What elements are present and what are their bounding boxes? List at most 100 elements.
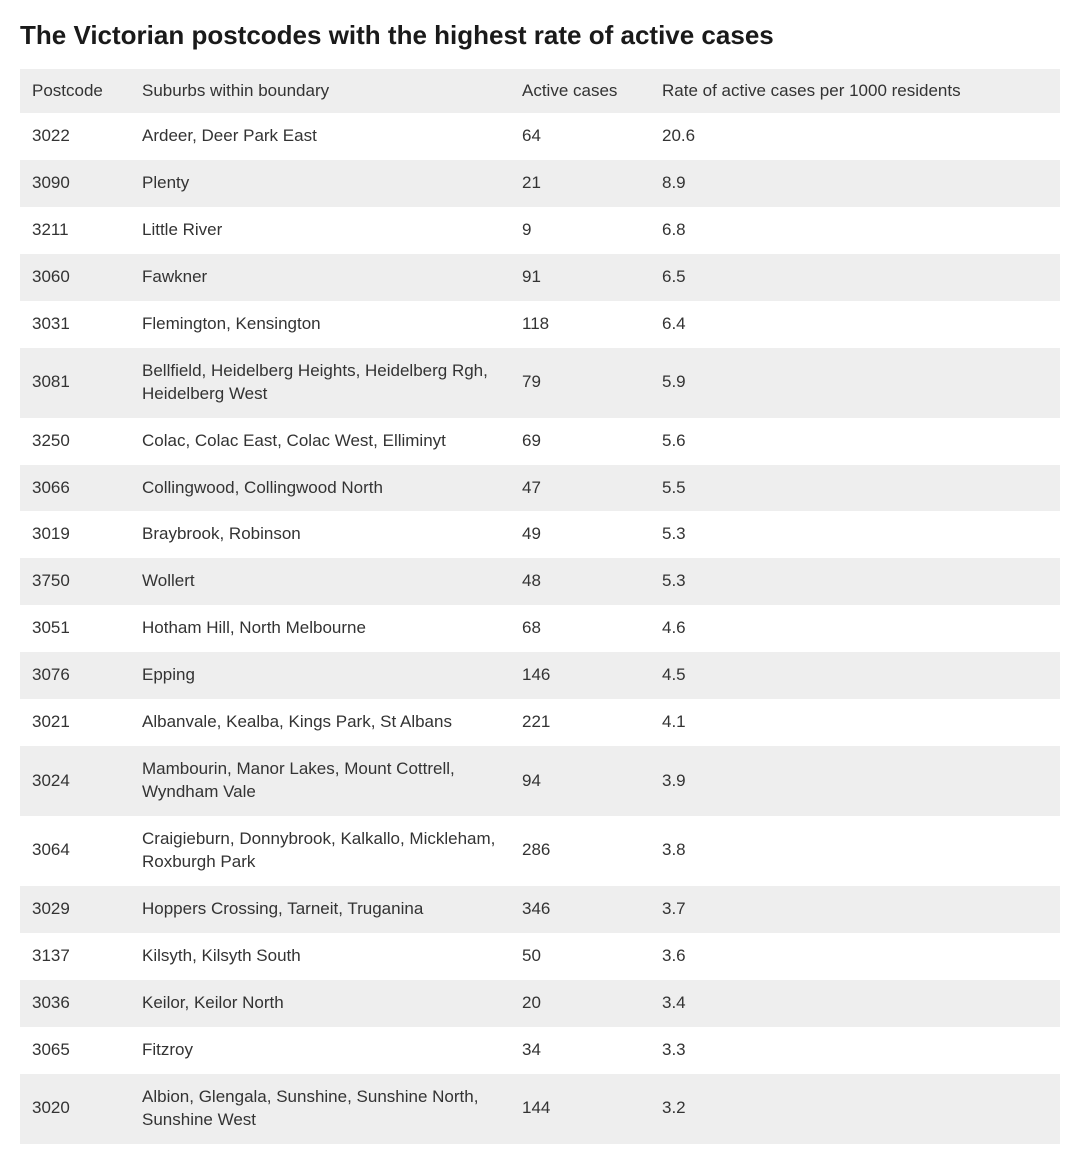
table-cell: Fitzroy — [130, 1027, 510, 1074]
table-row: 3090Plenty218.9 — [20, 160, 1060, 207]
col-postcode: Postcode — [20, 69, 130, 113]
table-cell: 6.4 — [650, 301, 1060, 348]
table-cell: 3.2 — [650, 1074, 1060, 1144]
table-cell: 3060 — [20, 254, 130, 301]
table-row: 3081Bellfield, Heidelberg Heights, Heide… — [20, 348, 1060, 418]
table-cell: 6.5 — [650, 254, 1060, 301]
table-row: 3031Flemington, Kensington1186.4 — [20, 301, 1060, 348]
table-cell: 286 — [510, 816, 650, 886]
table-cell: Little River — [130, 207, 510, 254]
table-cell: Kilsyth, Kilsyth South — [130, 933, 510, 980]
table-cell: 3036 — [20, 980, 130, 1027]
table-cell: 3066 — [20, 465, 130, 512]
table-cell: 3022 — [20, 113, 130, 160]
table-cell: 5.9 — [650, 348, 1060, 418]
table-cell: 4.1 — [650, 699, 1060, 746]
table-cell: Collingwood, Collingwood North — [130, 465, 510, 512]
table-cell: 3051 — [20, 605, 130, 652]
table-cell: 3065 — [20, 1027, 130, 1074]
table-cell: 6.8 — [650, 207, 1060, 254]
table-cell: Keilor, Keilor North — [130, 980, 510, 1027]
table-row: 3024Mambourin, Manor Lakes, Mount Cottre… — [20, 746, 1060, 816]
table-cell: 5.3 — [650, 558, 1060, 605]
table-cell: 3.7 — [650, 886, 1060, 933]
table-cell: 8.9 — [650, 160, 1060, 207]
table-cell: 94 — [510, 746, 650, 816]
table-cell: 3750 — [20, 558, 130, 605]
table-row: 3250Colac, Colac East, Colac West, Ellim… — [20, 418, 1060, 465]
table-row: 3066Collingwood, Collingwood North475.5 — [20, 465, 1060, 512]
table-row: 3021Albanvale, Kealba, Kings Park, St Al… — [20, 699, 1060, 746]
table-cell: Bellfield, Heidelberg Heights, Heidelber… — [130, 348, 510, 418]
table-row: 3076Epping1464.5 — [20, 652, 1060, 699]
table-cell: 68 — [510, 605, 650, 652]
table-cell: 3031 — [20, 301, 130, 348]
table-row: 3051Hotham Hill, North Melbourne684.6 — [20, 605, 1060, 652]
table-cell: Wollert — [130, 558, 510, 605]
table-row: 3019Braybrook, Robinson495.3 — [20, 511, 1060, 558]
page-title: The Victorian postcodes with the highest… — [20, 20, 1060, 51]
col-suburbs: Suburbs within boundary — [130, 69, 510, 113]
table-cell: Mambourin, Manor Lakes, Mount Cottrell, … — [130, 746, 510, 816]
table-cell: 3.4 — [650, 980, 1060, 1027]
table-cell: 69 — [510, 418, 650, 465]
table-cell: Colac, Colac East, Colac West, Elliminyt — [130, 418, 510, 465]
table-cell: 9 — [510, 207, 650, 254]
table-cell: 21 — [510, 160, 650, 207]
table-cell: 3021 — [20, 699, 130, 746]
table-cell: 5.3 — [650, 511, 1060, 558]
table-cell: 3211 — [20, 207, 130, 254]
table-cell: 5.6 — [650, 418, 1060, 465]
table-cell: 20.6 — [650, 113, 1060, 160]
col-active-cases: Active cases — [510, 69, 650, 113]
table-row: 3022Ardeer, Deer Park East6420.6 — [20, 113, 1060, 160]
table-cell: 47 — [510, 465, 650, 512]
table-row: 3020Albion, Glengala, Sunshine, Sunshine… — [20, 1074, 1060, 1144]
table-cell: Ardeer, Deer Park East — [130, 113, 510, 160]
table-cell: 3029 — [20, 886, 130, 933]
table-row: 3029Hoppers Crossing, Tarneit, Truganina… — [20, 886, 1060, 933]
table-row: 3064Craigieburn, Donnybrook, Kalkallo, M… — [20, 816, 1060, 886]
table-cell: 3024 — [20, 746, 130, 816]
table-cell: 48 — [510, 558, 650, 605]
table-cell: 5.5 — [650, 465, 1060, 512]
table-cell: 3250 — [20, 418, 130, 465]
table-cell: 49 — [510, 511, 650, 558]
table-row: 3036Keilor, Keilor North203.4 — [20, 980, 1060, 1027]
table-cell: 221 — [510, 699, 650, 746]
table-cell: 3.3 — [650, 1027, 1060, 1074]
col-rate: Rate of active cases per 1000 residents — [650, 69, 1060, 113]
table-row: 3137Kilsyth, Kilsyth South503.6 — [20, 933, 1060, 980]
table-cell: Epping — [130, 652, 510, 699]
table-row: 3750Wollert485.3 — [20, 558, 1060, 605]
table-cell: 3.8 — [650, 816, 1060, 886]
table-cell: Hoppers Crossing, Tarneit, Truganina — [130, 886, 510, 933]
table-row: 3065Fitzroy343.3 — [20, 1027, 1060, 1074]
table-row: 3211Little River96.8 — [20, 207, 1060, 254]
table-cell: Plenty — [130, 160, 510, 207]
table-cell: 3019 — [20, 511, 130, 558]
table-cell: 3.6 — [650, 933, 1060, 980]
table-cell: 4.6 — [650, 605, 1060, 652]
table-cell: 3137 — [20, 933, 130, 980]
table-cell: 3020 — [20, 1074, 130, 1144]
table-row: 3060Fawkner916.5 — [20, 254, 1060, 301]
table-cell: 91 — [510, 254, 650, 301]
table-cell: 146 — [510, 652, 650, 699]
table-cell: 64 — [510, 113, 650, 160]
table-cell: 346 — [510, 886, 650, 933]
postcode-table: Postcode Suburbs within boundary Active … — [20, 69, 1060, 1144]
table-cell: Flemington, Kensington — [130, 301, 510, 348]
table-cell: 34 — [510, 1027, 650, 1074]
table-cell: Albanvale, Kealba, Kings Park, St Albans — [130, 699, 510, 746]
table-cell: 144 — [510, 1074, 650, 1144]
table-cell: 79 — [510, 348, 650, 418]
table-cell: 20 — [510, 980, 650, 1027]
table-cell: Braybrook, Robinson — [130, 511, 510, 558]
table-cell: 3.9 — [650, 746, 1060, 816]
table-cell: Craigieburn, Donnybrook, Kalkallo, Mickl… — [130, 816, 510, 886]
table-cell: 3090 — [20, 160, 130, 207]
table-header-row: Postcode Suburbs within boundary Active … — [20, 69, 1060, 113]
table-cell: Hotham Hill, North Melbourne — [130, 605, 510, 652]
table-cell: 3076 — [20, 652, 130, 699]
